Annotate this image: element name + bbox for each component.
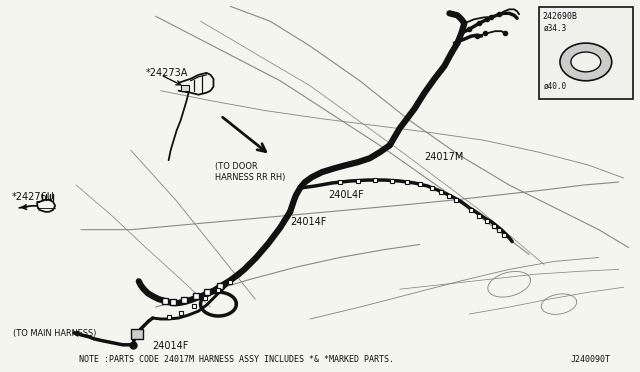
Text: *24273A: *24273A <box>146 68 188 78</box>
Text: (TO DOOR
HARNESS RR RH): (TO DOOR HARNESS RR RH) <box>216 162 286 182</box>
Ellipse shape <box>571 52 601 72</box>
Text: 24017M: 24017M <box>424 152 464 162</box>
Bar <box>180 85 189 91</box>
Text: 242690B: 242690B <box>542 12 577 21</box>
Text: 24014F: 24014F <box>290 217 326 227</box>
Text: 240L4F: 240L4F <box>328 190 364 200</box>
Bar <box>539 7 632 99</box>
Text: ø34.3: ø34.3 <box>544 24 567 33</box>
Ellipse shape <box>560 43 612 81</box>
Text: ø40.0: ø40.0 <box>544 82 567 91</box>
Bar <box>131 329 143 339</box>
Text: 24014F: 24014F <box>153 341 189 351</box>
Text: NOTE :PARTS CODE 24017M HARNESS ASSY INCLUDES *& *MARKED PARTS.: NOTE :PARTS CODE 24017M HARNESS ASSY INC… <box>79 355 394 364</box>
Text: J240090T: J240090T <box>571 355 611 364</box>
Text: *24276U: *24276U <box>12 192 54 202</box>
Text: (TO MAIN HARNESS): (TO MAIN HARNESS) <box>13 329 97 338</box>
